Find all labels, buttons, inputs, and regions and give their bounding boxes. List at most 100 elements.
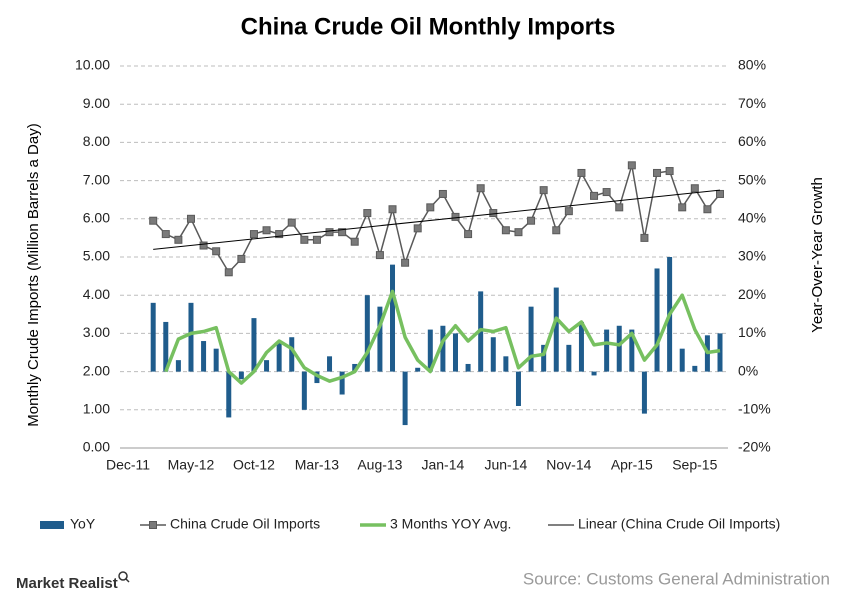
marker bbox=[300, 235, 309, 244]
brand-icon bbox=[118, 571, 130, 583]
marker bbox=[363, 209, 372, 218]
marker bbox=[564, 207, 573, 216]
marker bbox=[602, 188, 611, 197]
legend-swatch bbox=[40, 521, 64, 529]
bar bbox=[175, 360, 181, 372]
x-tick-label: May-12 bbox=[168, 457, 215, 473]
bar bbox=[641, 371, 647, 414]
marker bbox=[212, 247, 221, 256]
bar bbox=[528, 306, 534, 372]
marker bbox=[199, 241, 208, 250]
x-tick-label: Sep-15 bbox=[672, 457, 717, 473]
bar bbox=[578, 321, 584, 372]
y-tick-label: 3.00 bbox=[83, 324, 110, 340]
bar bbox=[629, 329, 635, 372]
marker bbox=[501, 226, 510, 235]
y2-tick-label: 10% bbox=[738, 324, 766, 340]
bar bbox=[566, 344, 572, 372]
bar bbox=[390, 264, 396, 372]
bar bbox=[301, 371, 307, 410]
marker bbox=[262, 226, 271, 235]
marker bbox=[401, 258, 410, 267]
source: Source: Customs General Administration bbox=[523, 569, 830, 588]
y2-tick-label: -10% bbox=[738, 401, 771, 417]
marker bbox=[174, 235, 183, 244]
y-tick-label: 4.00 bbox=[83, 286, 110, 302]
bar bbox=[616, 325, 622, 372]
line bbox=[152, 164, 721, 274]
y2-tick-label: 80% bbox=[738, 57, 766, 73]
bar bbox=[717, 333, 723, 372]
marker bbox=[287, 218, 296, 227]
x-tick-label: Apr-15 bbox=[611, 457, 653, 473]
bar bbox=[440, 325, 446, 372]
marker bbox=[237, 254, 246, 263]
bar bbox=[465, 363, 471, 372]
bar bbox=[427, 329, 433, 372]
legend-label: 3 Months YOY Avg. bbox=[390, 516, 511, 532]
bar bbox=[264, 360, 270, 372]
y-tick-label: 7.00 bbox=[83, 171, 110, 187]
bar bbox=[226, 371, 232, 418]
bar bbox=[654, 268, 660, 372]
legend-label: China Crude Oil Imports bbox=[170, 516, 320, 532]
bar bbox=[452, 333, 458, 372]
x-tick-label: Jan-14 bbox=[421, 457, 464, 473]
marker bbox=[653, 168, 662, 177]
bar bbox=[490, 337, 496, 372]
y2-tick-label: -20% bbox=[738, 439, 771, 455]
marker bbox=[716, 189, 724, 198]
bar bbox=[276, 341, 282, 372]
bar bbox=[377, 306, 383, 372]
bar bbox=[289, 337, 295, 372]
bar bbox=[679, 348, 685, 372]
y2-axis-title: Year-Over-Year Growth bbox=[809, 177, 826, 333]
marker bbox=[312, 235, 321, 244]
bar bbox=[150, 302, 156, 372]
bar bbox=[188, 302, 194, 372]
marker bbox=[161, 230, 170, 239]
x-tick-label: Oct-12 bbox=[233, 457, 275, 473]
bar bbox=[339, 371, 345, 395]
y2-tick-label: 0% bbox=[738, 362, 758, 378]
marker bbox=[627, 161, 636, 170]
marker bbox=[249, 230, 258, 239]
bar bbox=[415, 367, 421, 372]
marker bbox=[640, 233, 649, 242]
y2-tick-label: 50% bbox=[738, 171, 766, 187]
marker bbox=[678, 203, 687, 212]
marker bbox=[388, 205, 397, 214]
marker bbox=[539, 186, 548, 195]
marker bbox=[590, 191, 599, 200]
bar bbox=[238, 371, 244, 380]
y-tick-label: 5.00 bbox=[83, 248, 110, 264]
bar bbox=[553, 287, 559, 372]
marker bbox=[451, 212, 460, 221]
marker bbox=[149, 216, 158, 225]
bar bbox=[692, 365, 698, 372]
legend-label: YoY bbox=[70, 516, 96, 532]
marker bbox=[527, 216, 536, 225]
bar bbox=[503, 356, 509, 372]
bar bbox=[515, 371, 521, 406]
marker bbox=[224, 268, 233, 277]
y2-tick-label: 70% bbox=[738, 95, 766, 111]
x-tick-label: Aug-13 bbox=[357, 457, 402, 473]
marker bbox=[275, 230, 284, 239]
bar bbox=[327, 356, 333, 372]
marker bbox=[703, 205, 712, 214]
x-tick-label: Mar-13 bbox=[295, 457, 340, 473]
line bbox=[164, 289, 721, 385]
chart-title: China Crude Oil Monthly Imports bbox=[241, 13, 616, 40]
bar bbox=[364, 295, 370, 372]
legend-marker bbox=[149, 521, 157, 529]
bar bbox=[201, 341, 207, 372]
marker bbox=[186, 214, 195, 223]
marker bbox=[552, 226, 561, 235]
marker bbox=[577, 168, 586, 177]
marker bbox=[350, 237, 359, 246]
bar bbox=[591, 371, 597, 376]
bar bbox=[604, 329, 610, 372]
trend-line bbox=[153, 189, 721, 250]
